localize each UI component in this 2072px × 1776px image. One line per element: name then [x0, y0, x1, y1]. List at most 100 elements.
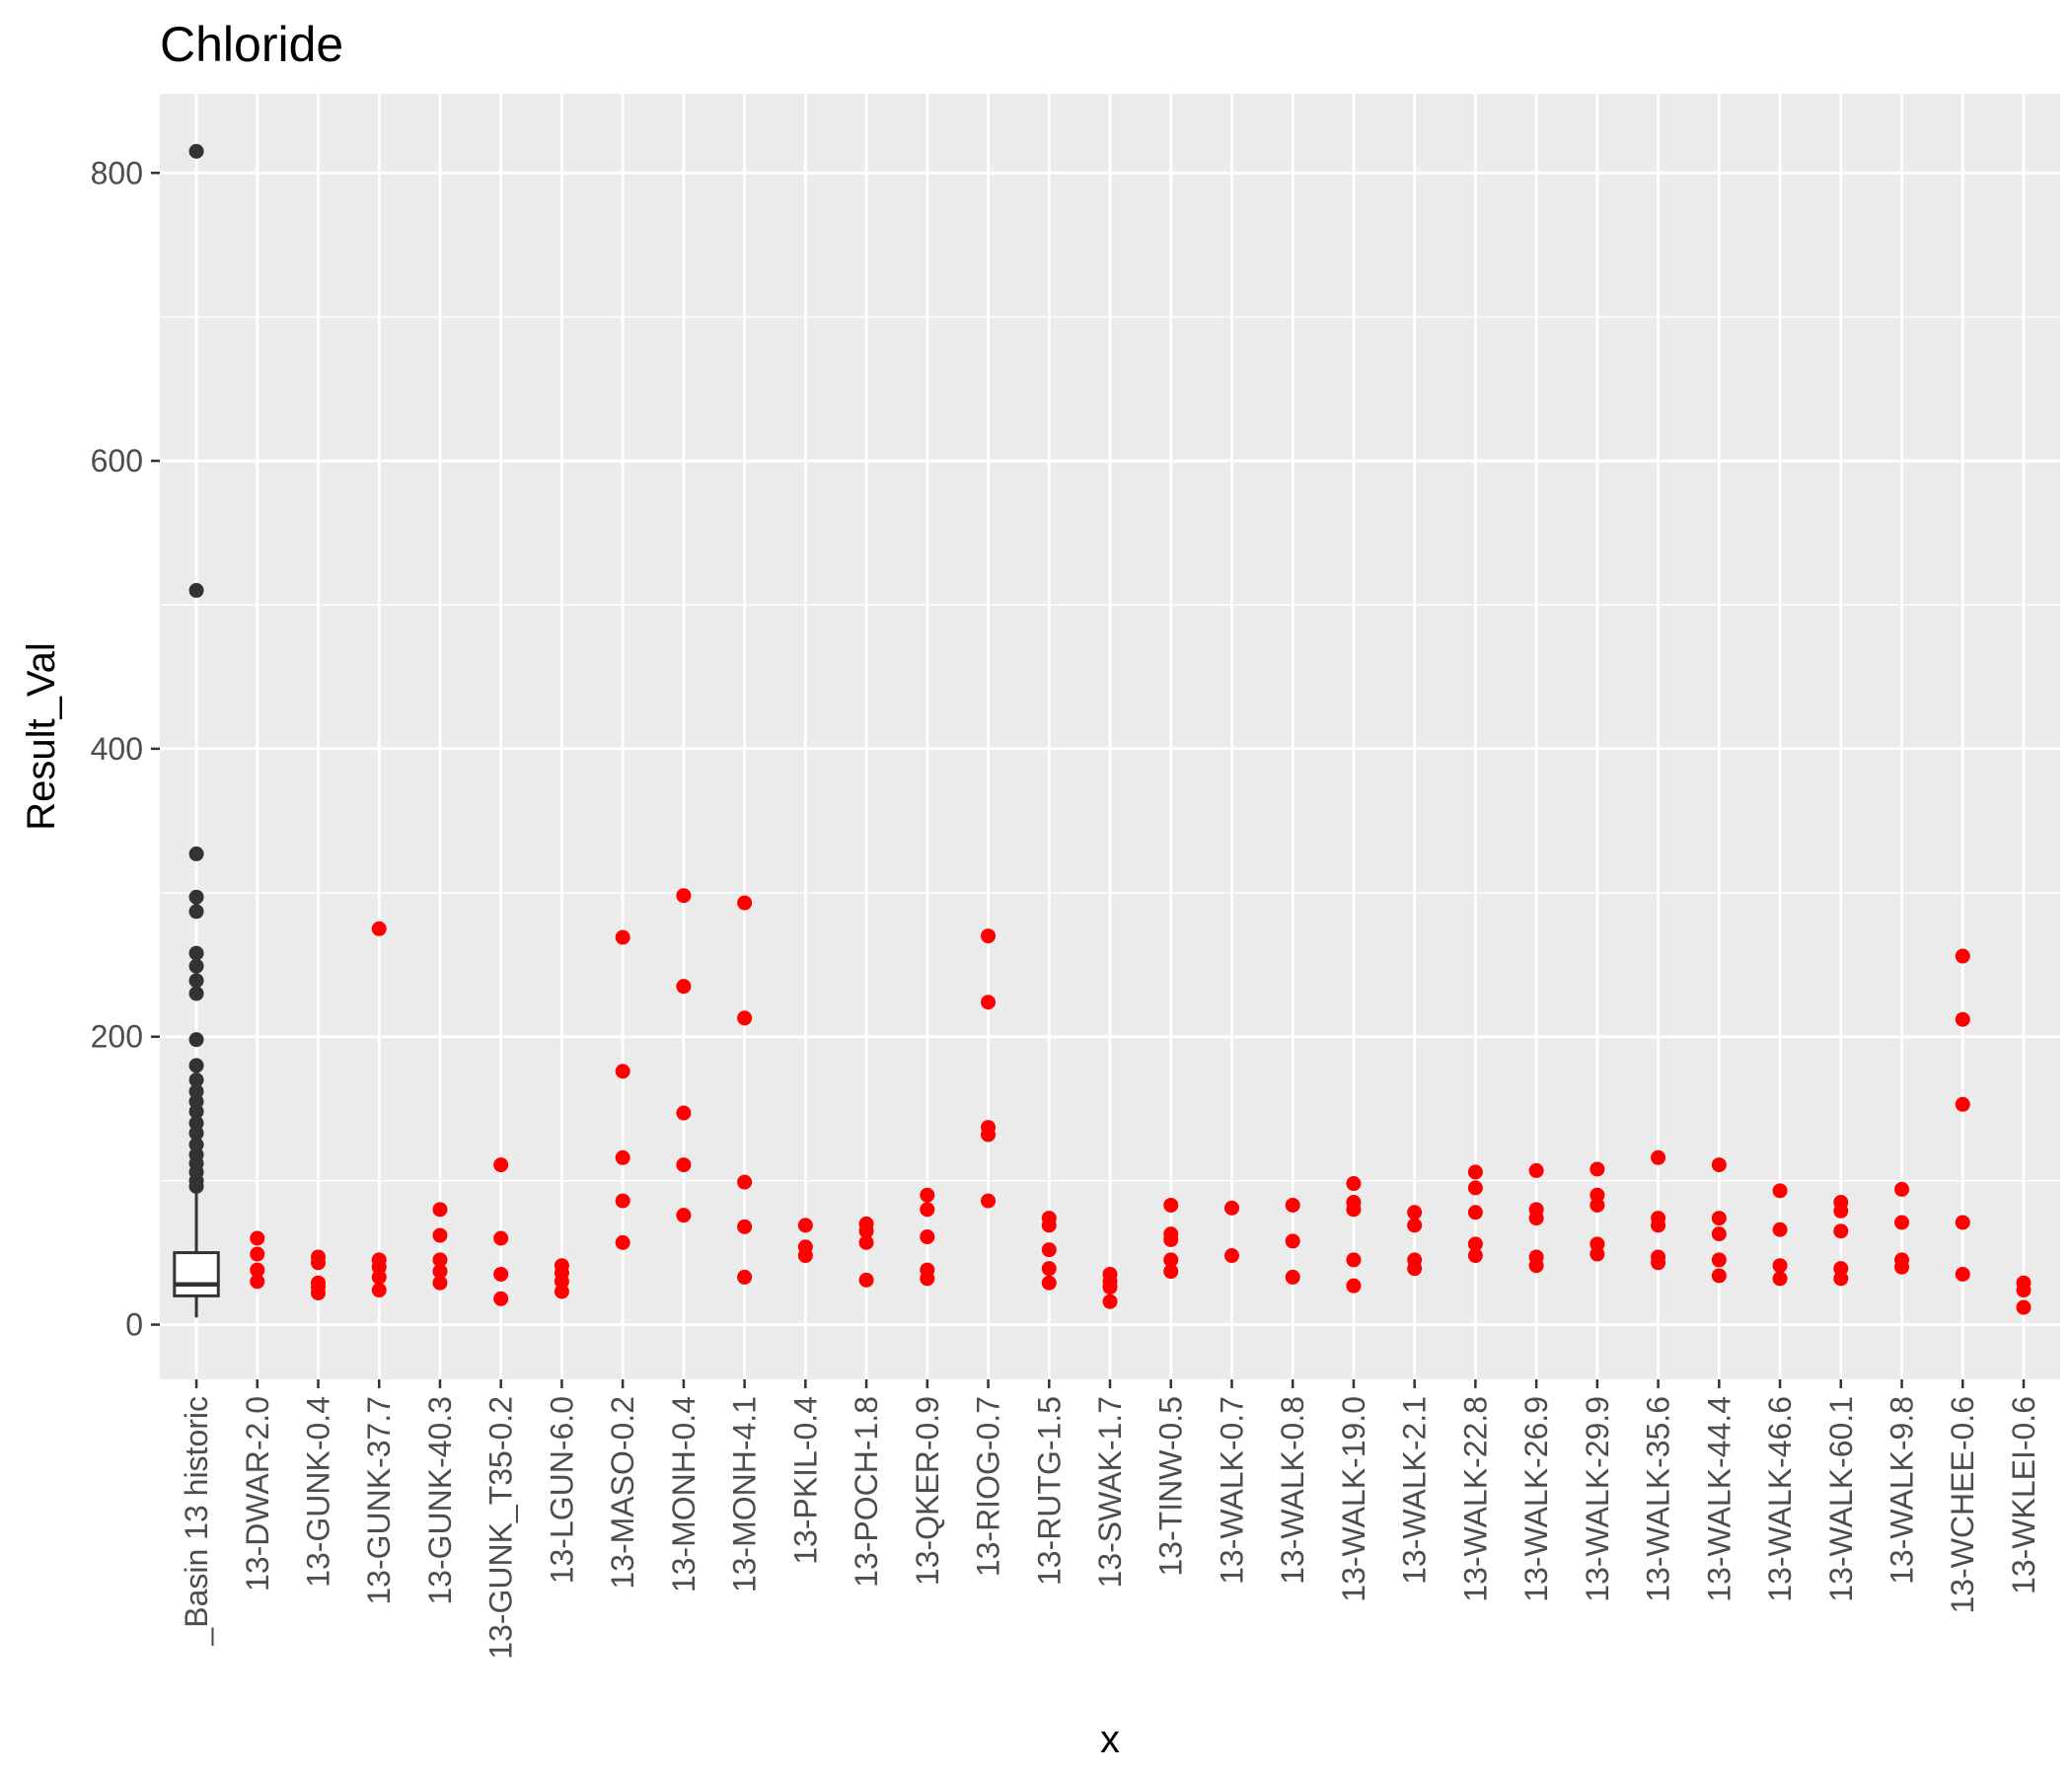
data-point	[615, 1193, 630, 1209]
data-point	[1467, 1236, 1483, 1252]
data-point	[432, 1227, 448, 1243]
data-point	[1955, 1096, 1970, 1112]
data-point	[737, 1219, 753, 1234]
data-point	[737, 1010, 753, 1026]
data-point	[1285, 1233, 1300, 1249]
data-point	[1894, 1181, 1909, 1197]
x-tick-label: 13-WALK-2.1	[1397, 1396, 1433, 1585]
y-tick-label: 200	[91, 1019, 143, 1055]
data-point	[981, 928, 997, 944]
data-points	[250, 888, 2032, 1315]
data-point	[797, 1218, 813, 1233]
x-tick-label: 13-QKER-0.9	[910, 1396, 945, 1586]
x-axis-title: x	[1100, 1718, 1120, 1761]
x-tick-label: 13-WALK-60.1	[1823, 1396, 1859, 1602]
data-point	[1163, 1226, 1179, 1242]
data-point	[615, 1234, 630, 1250]
boxplot-box	[173, 1251, 220, 1297]
data-point	[1528, 1249, 1544, 1265]
x-tick-label: 13-MASO-0.2	[605, 1396, 640, 1590]
data-point	[1651, 1249, 1666, 1265]
data-point	[676, 1157, 692, 1173]
x-tick-label: 13-GUNK_T35-0.2	[483, 1396, 519, 1660]
data-point	[1528, 1202, 1544, 1218]
chart-title: Chloride	[160, 17, 343, 72]
data-point	[1467, 1164, 1483, 1180]
x-tick-label: 13-POCH-1.8	[849, 1396, 884, 1588]
data-point	[1772, 1221, 1788, 1237]
data-point	[432, 1252, 448, 1268]
data-point	[2016, 1299, 2032, 1315]
data-point	[858, 1234, 874, 1250]
data-point	[1163, 1197, 1179, 1213]
data-point	[1163, 1264, 1179, 1280]
boxplot-outlier	[188, 973, 204, 989]
data-point	[1528, 1162, 1544, 1178]
data-point	[920, 1202, 935, 1218]
x-tick-label: 13-WALK-26.9	[1518, 1396, 1554, 1602]
x-axis: _Basin 13 historic 13-DWAR-2.0 13-GUNK-0.4…	[179, 1379, 2041, 1660]
boxplot-outlier	[188, 143, 204, 159]
data-point	[737, 1269, 753, 1285]
y-axis: 0 200 400 600 800	[91, 155, 160, 1343]
data-point	[371, 921, 387, 936]
data-point	[1772, 1183, 1788, 1199]
data-point	[981, 1193, 997, 1209]
boxplot-outlier	[188, 1032, 204, 1048]
data-point	[981, 995, 997, 1010]
data-point	[1711, 1157, 1727, 1173]
data-point	[250, 1262, 265, 1278]
data-point	[1223, 1200, 1239, 1216]
data-point	[432, 1202, 448, 1218]
data-point	[676, 888, 692, 904]
data-point	[676, 1208, 692, 1223]
boxplot-outlier	[188, 904, 204, 920]
data-point	[1711, 1211, 1727, 1226]
y-tick-label: 400	[91, 731, 143, 767]
data-point	[737, 1174, 753, 1190]
data-point	[858, 1272, 874, 1288]
data-point	[1407, 1218, 1423, 1233]
data-point	[1041, 1211, 1057, 1226]
data-point	[1955, 1266, 1970, 1282]
data-point	[1711, 1268, 1727, 1284]
y-tick-label: 600	[91, 443, 143, 479]
data-point	[1955, 1011, 1970, 1027]
y-axis-title: Result_Val	[20, 642, 63, 830]
x-tick-label: 13-WALK-22.8	[1457, 1396, 1493, 1602]
data-point	[1772, 1271, 1788, 1287]
data-point	[1102, 1266, 1118, 1282]
data-point	[1590, 1236, 1605, 1252]
data-point	[1651, 1149, 1666, 1165]
boxplot-outlier	[188, 846, 204, 861]
data-point	[737, 895, 753, 911]
data-point	[1651, 1211, 1666, 1226]
data-point	[1223, 1248, 1239, 1264]
x-tick-label: 13-RUTG-1.5	[1031, 1396, 1067, 1586]
data-point	[1590, 1187, 1605, 1203]
data-point	[1467, 1180, 1483, 1196]
x-tick-label: 13-MONH-4.1	[727, 1396, 763, 1592]
x-tick-label: 13-MONH-0.4	[666, 1396, 702, 1592]
boxplot-outlier	[188, 1125, 204, 1141]
x-tick-label: 13-GUNK-0.4	[301, 1396, 336, 1588]
x-tick-label: _Basin 13 historic	[179, 1396, 214, 1647]
y-tick-label: 0	[125, 1307, 143, 1343]
data-point	[1346, 1252, 1362, 1268]
data-point	[371, 1252, 387, 1268]
x-tick-label: 13-RIOG-0.7	[971, 1396, 1006, 1577]
boxplot-outlier	[188, 1104, 204, 1120]
data-point	[920, 1229, 935, 1245]
data-point	[1285, 1269, 1300, 1285]
x-tick-label: 13-TINW-0.5	[1153, 1396, 1189, 1577]
boxplot-outlier	[188, 582, 204, 598]
x-tick-label: 13-WALK-29.9	[1580, 1396, 1615, 1602]
data-point	[1285, 1197, 1300, 1213]
data-point	[1955, 1215, 1970, 1230]
y-tick-label: 800	[91, 155, 143, 190]
boxplot-outlier	[188, 1073, 204, 1088]
x-tick-label: 13-WALK-9.8	[1885, 1396, 1920, 1585]
x-tick-label: 13-WALK-0.8	[1275, 1396, 1310, 1585]
boxplot-outlier	[188, 986, 204, 1001]
